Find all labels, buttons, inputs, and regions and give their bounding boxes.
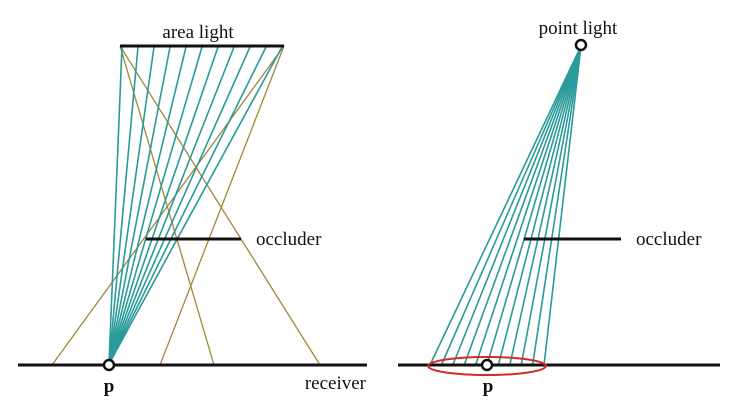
point-light-ray: [509, 45, 582, 366]
area-light-ray: [108, 46, 235, 365]
point-light-ray: [531, 45, 582, 366]
sampling-region-ellipse: [427, 356, 547, 376]
area-light-label: area light: [162, 22, 234, 43]
point-light-ray: [474, 45, 582, 366]
right-panel-point-light: point light occluder p: [398, 18, 720, 397]
penumbra-line: [159, 45, 285, 366]
area-light-ray: [108, 46, 203, 365]
point-light-ray: [497, 45, 582, 366]
area-light-ray: [108, 46, 267, 365]
left-point-p-marker: [102, 358, 116, 372]
right-point-p-label: p: [483, 376, 494, 397]
penumbra-boundary-lines: [51, 45, 321, 366]
receiver-label: receiver: [305, 373, 367, 394]
area-light-ray: [108, 46, 251, 365]
area-light-ray: [108, 46, 219, 365]
area-light-ray: [108, 46, 171, 365]
area-light-ray: [108, 46, 123, 365]
point-light-label: point light: [539, 18, 618, 39]
area-light-ray: [108, 46, 139, 365]
left-occluder-label: occluder: [256, 229, 322, 250]
point-light-ray: [486, 45, 582, 366]
point-light-ray: [543, 45, 582, 366]
point-light-marker: [574, 38, 588, 52]
right-occluder-label: occluder: [636, 229, 702, 250]
penumbra-line: [119, 45, 215, 366]
right-point-p-marker: [480, 358, 494, 372]
point-light-ray: [452, 45, 582, 366]
point-light-ray: [463, 45, 582, 366]
area-light-rays: [108, 46, 283, 365]
penumbra-line: [51, 45, 285, 366]
area-light-ray: [108, 46, 283, 365]
point-light-rays: [429, 45, 582, 366]
area-light-ray: [108, 46, 187, 365]
area-light-ray: [108, 46, 155, 365]
left-panel-area-light: area light occluder p receiver: [18, 22, 367, 397]
penumbra-line: [119, 45, 321, 366]
point-light-ray: [429, 45, 582, 366]
point-light-ray: [520, 45, 582, 366]
point-light-ray: [440, 45, 582, 366]
left-point-p-label: p: [104, 376, 115, 397]
